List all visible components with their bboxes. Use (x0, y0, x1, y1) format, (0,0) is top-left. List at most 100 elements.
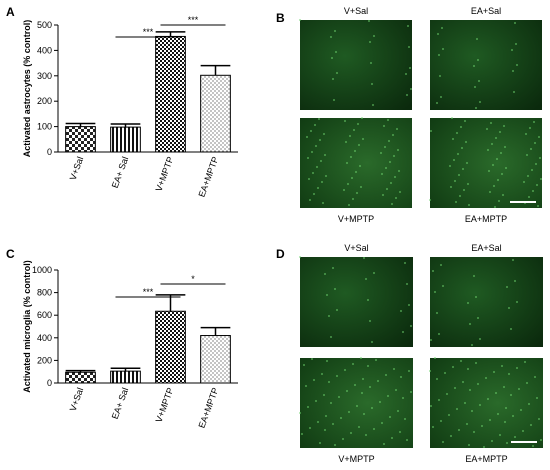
cell-speck (504, 146, 506, 148)
cell-speck (407, 25, 409, 27)
image-label: EA+MPTP (465, 214, 507, 224)
cell-speck (514, 280, 516, 282)
cell-speck (495, 137, 497, 139)
cell-speck (467, 183, 469, 185)
cell-speck (453, 159, 455, 161)
cell-speck (408, 304, 410, 306)
cell-speck (311, 151, 313, 153)
cell-speck (485, 377, 487, 379)
cell-speck (400, 310, 402, 312)
cell-speck (527, 175, 529, 177)
cell-speck (330, 402, 332, 404)
cell-speck (528, 403, 530, 405)
micrograph (430, 20, 542, 110)
cell-speck (369, 320, 371, 322)
cell-speck (331, 57, 333, 59)
cell-speck (516, 64, 518, 66)
cell-speck (352, 363, 354, 365)
cell-speck (348, 411, 350, 413)
cell-speck (499, 131, 501, 133)
cell-speck (307, 157, 309, 159)
cell-speck (361, 392, 363, 394)
cell-speck (383, 443, 385, 445)
cell-speck (351, 177, 353, 179)
cell-speck (483, 446, 485, 448)
bar (65, 126, 96, 153)
cell-speck (397, 149, 399, 151)
panel-label: B (276, 11, 285, 25)
x-tick-label: EA+ Sal (110, 155, 131, 189)
cell-speck (514, 22, 516, 24)
cell-speck (533, 121, 535, 123)
cell-speck (344, 369, 346, 371)
cell-speck (354, 150, 356, 152)
cell-speck (469, 389, 471, 391)
cell-speck (540, 178, 542, 180)
cell-speck (448, 414, 450, 416)
cell-speck (398, 170, 400, 172)
significance-label: * (191, 274, 195, 284)
cell-speck (536, 184, 538, 186)
cell-speck (389, 161, 391, 163)
significance-label: *** (188, 15, 199, 25)
cell-speck (379, 401, 381, 403)
cell-speck (380, 152, 382, 154)
bar (200, 74, 231, 153)
cell-speck (313, 379, 315, 381)
cell-speck (353, 129, 355, 131)
cell-speck (489, 419, 491, 421)
cell-speck (323, 133, 325, 135)
cell-speck (338, 396, 340, 398)
cell-speck (511, 49, 513, 51)
cell-speck (442, 285, 444, 287)
cell-speck (501, 365, 503, 367)
cell-speck (494, 206, 496, 208)
cell-speck (503, 386, 505, 388)
cell-speck (434, 357, 436, 359)
cell-speck (385, 374, 387, 376)
cell-speck (346, 162, 348, 164)
cell-speck (526, 154, 528, 156)
cell-speck (455, 201, 457, 203)
cell-speck (444, 372, 446, 374)
cell-speck (498, 200, 500, 202)
micrograph (430, 358, 543, 448)
cell-speck (410, 325, 412, 327)
cell-speck (489, 191, 491, 193)
cell-speck (487, 398, 489, 400)
cell-speck (522, 430, 524, 432)
cell-speck (405, 73, 407, 75)
cell-speck (464, 402, 466, 404)
cell-speck (406, 94, 408, 96)
y-tick-label: 800 (37, 288, 52, 298)
cell-speck (520, 409, 522, 411)
cell-speck (523, 181, 525, 183)
cell-speck (372, 104, 374, 106)
cell-speck (343, 189, 345, 191)
cell-speck (369, 41, 371, 43)
cell-speck (410, 88, 412, 90)
cell-speck (381, 422, 383, 424)
cell-speck (306, 136, 308, 138)
cell-speck (393, 155, 395, 157)
cell-speck (335, 51, 337, 53)
cell-speck (429, 370, 431, 372)
cell-speck (537, 205, 539, 207)
cell-speck (463, 189, 465, 191)
cell-speck (440, 264, 442, 266)
cell-speck (336, 375, 338, 377)
significance-label: *** (143, 27, 154, 37)
cell-speck (438, 54, 440, 56)
cell-speck (375, 359, 377, 361)
cell-speck (400, 376, 402, 378)
cell-speck (358, 426, 360, 428)
cell-speck (321, 373, 323, 375)
cell-speck (325, 415, 327, 417)
cell-speck (530, 424, 532, 426)
cell-speck (373, 35, 375, 37)
cell-speck (383, 125, 385, 127)
cell-speck (491, 143, 493, 145)
image-label: V+MPTP (338, 214, 374, 224)
cell-speck (309, 199, 311, 201)
cell-speck (466, 162, 468, 164)
